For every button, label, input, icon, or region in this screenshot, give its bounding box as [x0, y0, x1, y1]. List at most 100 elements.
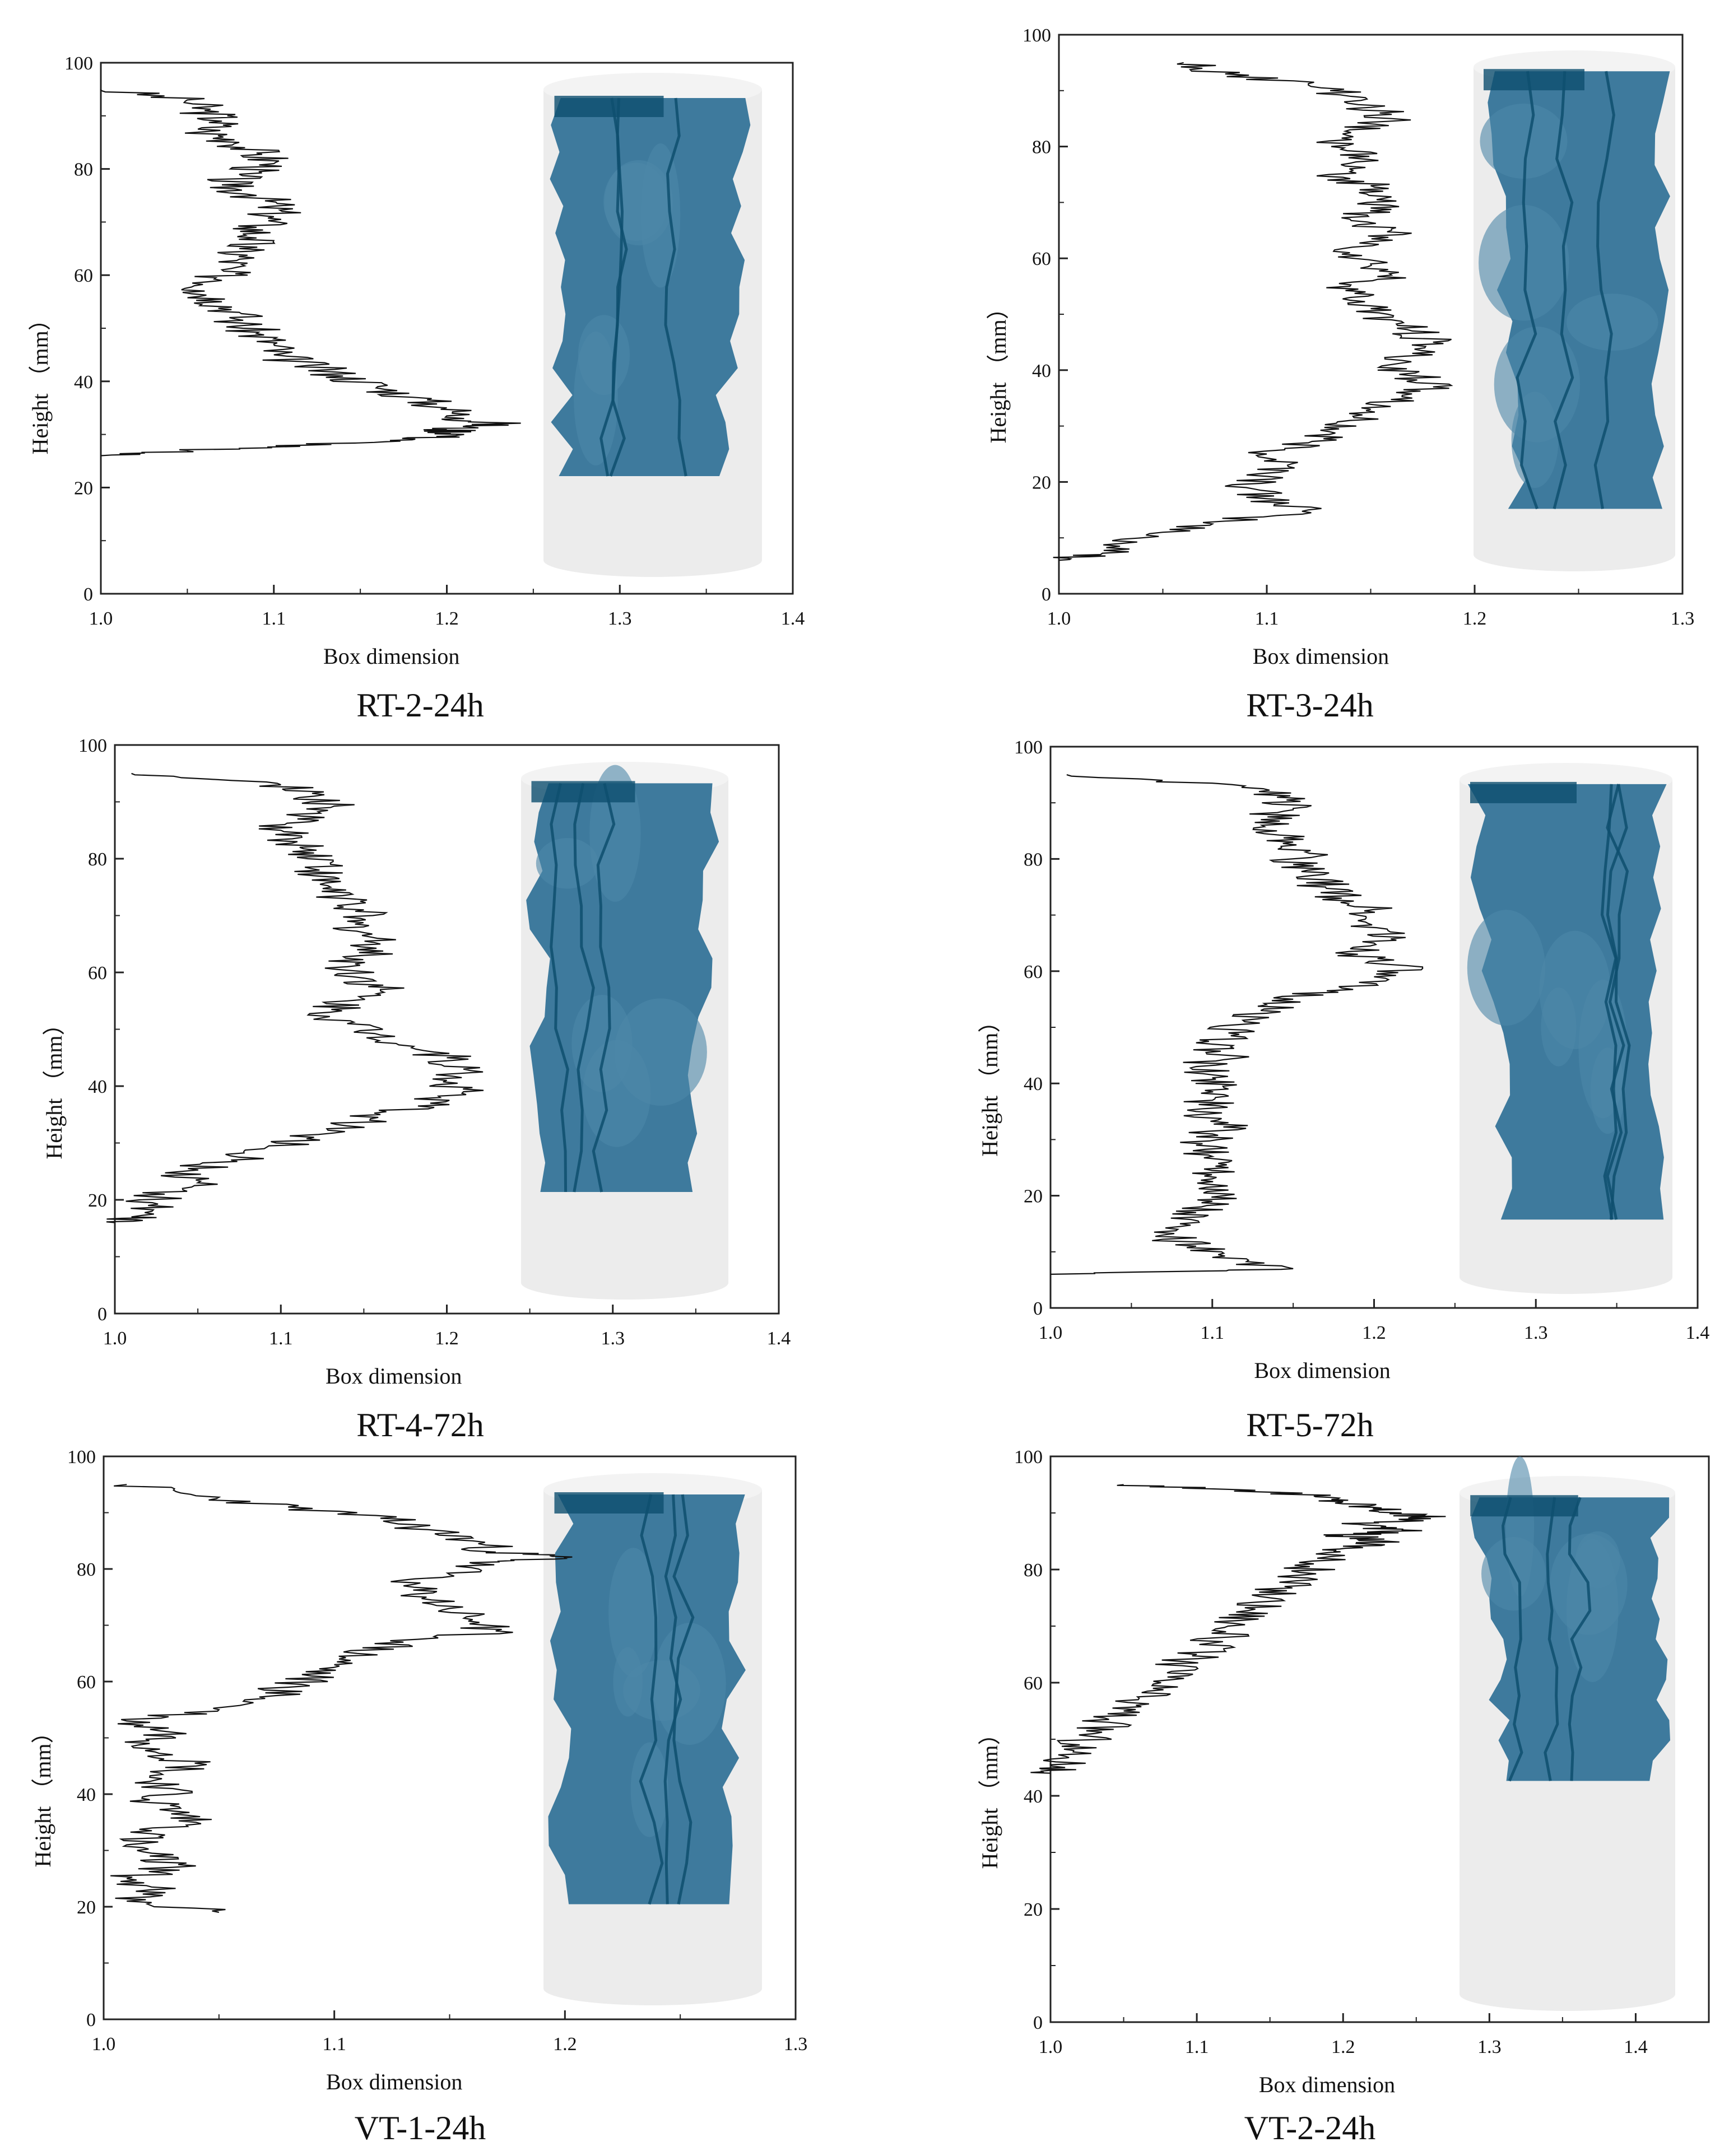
- y-tick-label: 0: [1042, 584, 1051, 605]
- chart-panel-rt-2-24h: 1.0 1.1 1.2 1.3 1.4 0 20 40 60 80 100 Box dimension…: [0, 11, 840, 724]
- fracture-crack-line: [573, 783, 595, 1193]
- x-axis-label: Box dimension: [323, 644, 459, 669]
- y-tick-label: 40: [1024, 1786, 1043, 1807]
- fracture-crack-line: [1593, 71, 1615, 509]
- x-tick-label: 1.4: [1686, 1323, 1710, 1343]
- fracture-crack-line: [1516, 71, 1539, 510]
- fracture-top-edge: [1484, 69, 1584, 91]
- y-tick-label: 40: [88, 1077, 107, 1097]
- ct-specimen-render: [1460, 763, 1672, 1294]
- y-tick-label: 60: [1024, 1673, 1043, 1694]
- x-tick-label: 1.1: [1185, 2037, 1209, 2057]
- x-tick-label: 1.1: [322, 2034, 346, 2055]
- y-tick-label: 100: [1014, 737, 1043, 758]
- fracture-facet: [630, 1742, 668, 1837]
- y-axis-label: Height （mm）: [27, 308, 53, 454]
- x-tick-label: 1.0: [1039, 2037, 1063, 2057]
- y-tick-label: 40: [77, 1785, 96, 1805]
- y-tick-label: 80: [74, 160, 93, 180]
- y-axis-label: Height （mm）: [977, 1011, 1002, 1157]
- fracture-top-edge: [554, 96, 664, 117]
- ct-specimen-render: [521, 762, 728, 1300]
- chart-panel-rt-5-72h: 1.0 1.1 1.2 1.3 1.4 0 20 40 60 80 100 Box dimension…: [891, 728, 1729, 1445]
- chart-rt-4-72h: 1.0 1.1 1.2 1.3 1.4 0 20 40 60 80 100 Box dimension…: [41, 735, 791, 1389]
- y-axis-label: Height （mm）: [986, 297, 1011, 443]
- x-tick-label: 1.0: [103, 1328, 127, 1349]
- chart-caption: RT-5-72h: [1246, 1407, 1374, 1443]
- y-tick-label: 20: [1032, 472, 1051, 493]
- y-tick-label: 60: [77, 1672, 96, 1693]
- fracture-top-edge: [531, 781, 635, 803]
- x-tick-label: 1.2: [553, 2034, 577, 2055]
- box-dimension-trace: [110, 1484, 573, 1913]
- fracture-crack-line: [1606, 784, 1629, 1220]
- fracture-crack-line: [1600, 784, 1618, 1220]
- y-tick-label: 100: [67, 1447, 96, 1468]
- y-tick-label: 0: [83, 584, 93, 605]
- y-tick-label: 80: [77, 1559, 96, 1580]
- fracture-facet: [614, 998, 707, 1106]
- fracture-facet: [1511, 392, 1559, 488]
- fracture-crack-line: [599, 97, 624, 477]
- chart-panel-vt-1-24h: 1.0 1.1 1.2 1.3 0 20 40 60 80 100 Box dimension Hei…: [0, 1445, 840, 2156]
- x-tick-label: 1.0: [92, 2034, 116, 2055]
- y-axis-label: Height （mm）: [30, 1721, 55, 1867]
- fracture-crack-line: [1501, 1497, 1523, 1782]
- y-tick-label: 20: [1024, 1899, 1043, 1920]
- fracture-crack-line: [592, 783, 616, 1193]
- ct-specimen-render: [1474, 50, 1675, 571]
- y-tick-label: 100: [1014, 1447, 1043, 1468]
- y-tick-label: 0: [1033, 2013, 1043, 2033]
- fracture-crack-line: [1568, 1497, 1592, 1781]
- y-tick-label: 40: [74, 372, 93, 393]
- ct-specimen-render: [543, 73, 762, 577]
- x-axis-label: Box dimension: [326, 1363, 462, 1389]
- y-tick-label: 60: [1032, 249, 1051, 269]
- x-tick-label: 1.0: [1039, 1323, 1063, 1343]
- fracture-crack-line: [1553, 71, 1574, 510]
- x-tick-label: 1.1: [269, 1328, 293, 1349]
- chart-caption: RT-2-24h: [356, 687, 484, 724]
- y-tick-label: 40: [1024, 1074, 1043, 1095]
- x-tick-label: 1.1: [262, 608, 286, 629]
- y-tick-label: 20: [74, 478, 93, 499]
- x-tick-label: 1.4: [1624, 2037, 1648, 2057]
- fracture-facet: [1479, 204, 1569, 321]
- y-tick-label: 100: [78, 735, 107, 756]
- y-axis-label: Height （mm）: [977, 1722, 1002, 1869]
- chart-rt-2-24h: 1.0 1.1 1.2 1.3 1.4 0 20 40 60 80 100 Box dimension…: [27, 53, 805, 669]
- fracture-crack-line: [664, 97, 687, 477]
- box-dimension-trace: [1050, 774, 1424, 1275]
- chart-vt-1-24h: 1.0 1.1 1.2 1.3 0 20 40 60 80 100 Box dimension Hei…: [30, 1447, 807, 2094]
- specimen-cylinder-bottom: [543, 543, 762, 577]
- y-tick-label: 0: [86, 2010, 96, 2031]
- x-tick-label: 1.1: [1201, 1323, 1225, 1343]
- chart-caption: RT-4-72h: [356, 1407, 484, 1443]
- box-dimension-trace: [1053, 62, 1453, 561]
- chart-caption: RT-3-24h: [1246, 687, 1374, 724]
- fracture-crack-line: [1606, 784, 1631, 1220]
- specimen-cylinder-bottom: [521, 1266, 728, 1300]
- x-tick-label: 1.2: [1362, 1323, 1386, 1343]
- ct-specimen-render: [543, 1473, 762, 2005]
- fracture-facet: [623, 1660, 700, 1721]
- x-tick-label: 1.3: [608, 608, 632, 629]
- fracture-facet: [608, 1548, 658, 1678]
- fracture-facet: [1505, 1456, 1535, 1597]
- y-tick-label: 100: [1022, 25, 1051, 46]
- y-tick-label: 80: [88, 849, 107, 870]
- y-tick-label: 60: [74, 266, 93, 286]
- chart-vt-2-24h: 1.0 1.1 1.2 1.3 1.4 0 20 40 60 80 100 Box dimension…: [977, 1447, 1710, 2097]
- y-tick-label: 0: [1033, 1298, 1043, 1319]
- x-tick-label: 1.1: [1255, 608, 1279, 629]
- x-tick-label: 1.4: [767, 1328, 791, 1349]
- y-tick-label: 60: [88, 963, 107, 984]
- fracture-crack-line: [663, 1494, 682, 1904]
- fracture-top-edge: [1470, 781, 1577, 803]
- y-tick-label: 100: [64, 53, 93, 74]
- fracture-crack-line: [639, 1494, 664, 1905]
- fracture-crack-line: [1544, 1497, 1559, 1781]
- fracture-crack-line: [550, 783, 569, 1193]
- x-axis-label: Box dimension: [1259, 2072, 1395, 2097]
- y-tick-label: 60: [1024, 962, 1043, 982]
